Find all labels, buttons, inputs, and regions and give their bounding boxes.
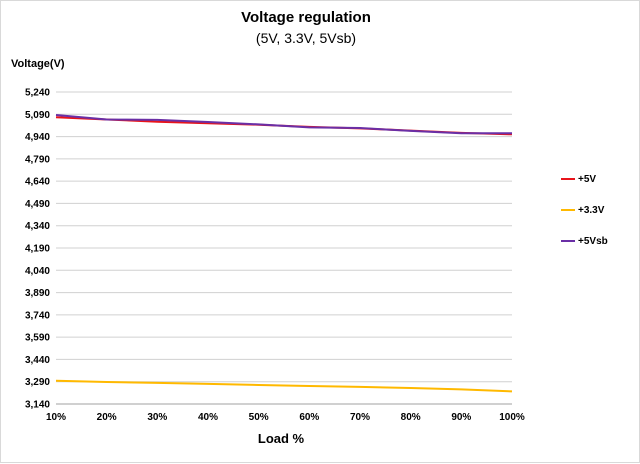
legend-item: +5Vsb — [561, 233, 608, 249]
y-tick-label: 3,590 — [25, 333, 50, 344]
series-line — [55, 114, 512, 135]
x-tick-label: 90% — [451, 412, 471, 423]
y-tick-label: 3,290 — [25, 377, 50, 388]
y-tick-label: 3,740 — [25, 310, 50, 321]
chart-subtitle: (5V, 3.3V, 5Vsb) — [255, 30, 357, 46]
x-tick-label: 100% — [499, 412, 525, 423]
legend-swatch-5vsb — [561, 240, 575, 242]
x-tick-label: 10% — [46, 412, 66, 423]
legend-label: +5Vsb — [578, 235, 608, 247]
y-tick-label: 4,790 — [25, 154, 50, 165]
x-tick-label: 50% — [249, 412, 269, 423]
x-tick-label: 80% — [401, 412, 421, 423]
x-tick-label: 70% — [350, 412, 370, 423]
legend: +5V +3.3V +5Vsb — [561, 171, 608, 264]
y-tick-label: 3,440 — [25, 355, 50, 366]
series-line — [55, 379, 513, 393]
y-axis-label: Voltage(V) — [11, 58, 65, 70]
y-tick-label: 3,140 — [25, 400, 50, 411]
legend-item: +5V — [561, 171, 608, 187]
y-tick-label: 5,090 — [25, 110, 50, 121]
x-tick-label: 40% — [198, 412, 218, 423]
legend-swatch-3v3 — [561, 209, 575, 211]
x-axis-label: Load % — [257, 431, 305, 446]
y-tick-label: 5,240 — [25, 88, 50, 99]
y-tick-label: 4,640 — [25, 177, 50, 188]
x-tick-label: 20% — [97, 412, 117, 423]
y-tick-label: 4,040 — [25, 266, 50, 277]
y-tick-label: 4,490 — [25, 199, 50, 210]
y-tick-label: 3,890 — [25, 288, 50, 299]
chart-title: Voltage regulation — [241, 9, 371, 26]
legend-swatch-5v — [561, 178, 575, 180]
y-tick-label: 4,940 — [25, 132, 50, 143]
y-tick-label: 4,340 — [25, 221, 50, 232]
y-tick-label: 4,190 — [25, 244, 50, 255]
legend-item: +3.3V — [561, 202, 608, 218]
x-tick-label: 30% — [147, 412, 167, 423]
legend-label: +3.3V — [578, 204, 605, 216]
legend-label: +5V — [578, 173, 597, 185]
x-tick-label: 60% — [299, 412, 319, 423]
